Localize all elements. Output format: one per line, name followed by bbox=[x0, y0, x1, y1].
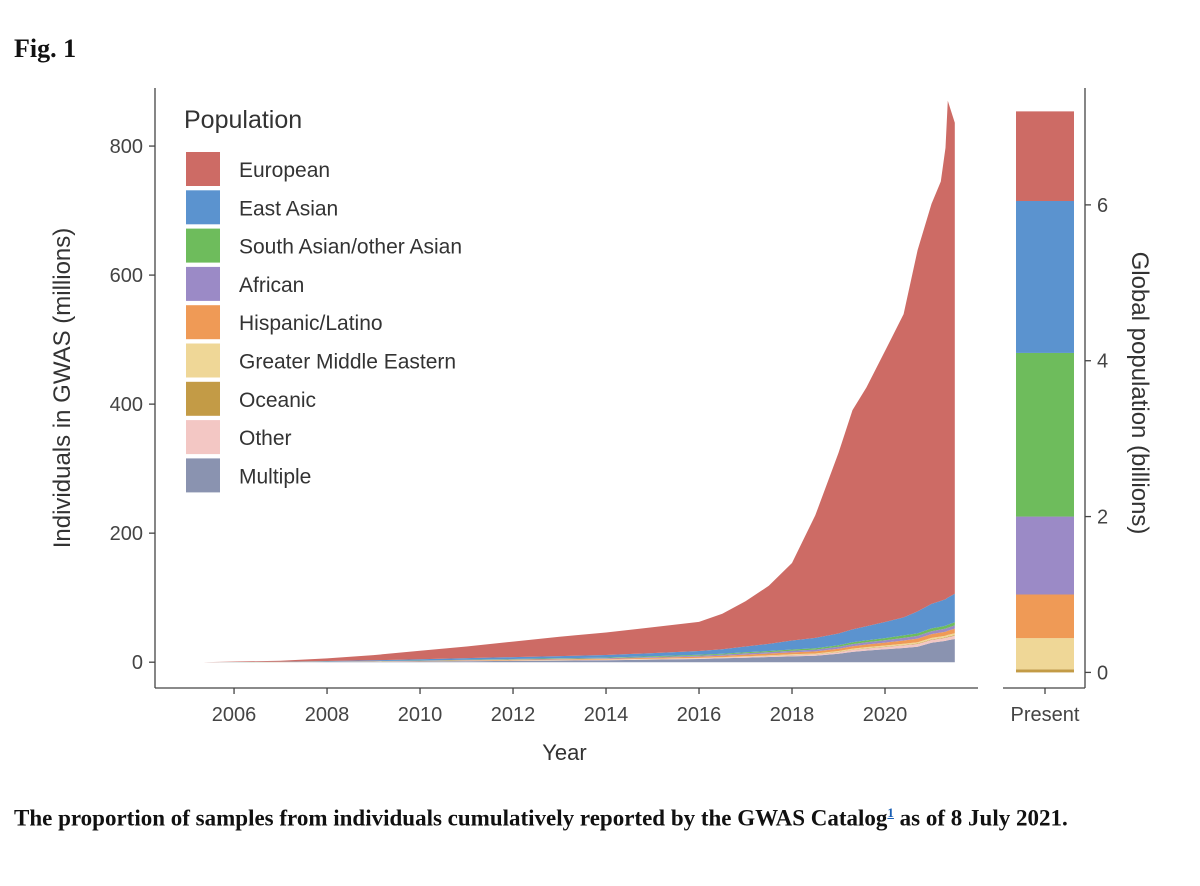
y-axis-title: Individuals in GWAS (millions) bbox=[49, 228, 76, 549]
legend-item-greater-middle-eastern: Greater Middle Eastern bbox=[186, 343, 456, 378]
figure-label: Fig. 1 bbox=[14, 34, 77, 63]
side-y-tick-label: 2 bbox=[1097, 507, 1108, 529]
figure-caption: The proportion of samples from individua… bbox=[14, 790, 1184, 842]
x-tick-label: 2014 bbox=[584, 704, 629, 726]
legend-label: African bbox=[239, 274, 304, 297]
bar-segment-south-asian-other-asian bbox=[1016, 352, 1074, 517]
side-y-tick-label: 4 bbox=[1097, 351, 1108, 373]
area-multiple bbox=[201, 639, 955, 663]
legend-swatch bbox=[186, 152, 220, 186]
bar-segment-oceanic bbox=[1016, 669, 1074, 673]
legend-label: Other bbox=[239, 427, 292, 450]
bar-segment-greater-middle-eastern bbox=[1016, 638, 1074, 670]
legend-item-hispanic-latino: Hispanic/Latino bbox=[186, 305, 383, 340]
legend-swatch bbox=[186, 458, 220, 493]
bar-segment-east-asian bbox=[1016, 200, 1074, 353]
legend-label: Greater Middle Eastern bbox=[239, 351, 456, 374]
area-south-asian-other-asian bbox=[201, 622, 955, 663]
global-population-bar-chart: 0 2 4 6 Present Global population (billions) bbox=[1003, 88, 1153, 726]
x-tick-label: 2018 bbox=[770, 704, 815, 726]
legend-label: Multiple bbox=[239, 465, 311, 488]
caption-text-end: as of 8 July 2021. bbox=[893, 805, 1068, 831]
x-tick-label: 2020 bbox=[863, 704, 908, 726]
legend-swatch bbox=[186, 381, 220, 416]
y-tick-label: 0 bbox=[132, 652, 143, 674]
x-tick-label: 2016 bbox=[677, 704, 722, 726]
x-tick-label: 2006 bbox=[212, 704, 257, 726]
legend: Population European East Asian South Asian/… bbox=[184, 106, 462, 493]
legend-swatch bbox=[186, 343, 220, 378]
legend-item-european: European bbox=[186, 152, 330, 186]
area-european bbox=[201, 100, 955, 663]
legend-label: South Asian/other Asian bbox=[239, 236, 462, 259]
y-tick-label: 400 bbox=[110, 394, 143, 416]
bar-segment-european bbox=[1016, 111, 1074, 201]
y-tick-label: 600 bbox=[110, 265, 143, 287]
legend-label: European bbox=[239, 159, 330, 182]
area-african bbox=[201, 625, 955, 663]
legend-item-south-asian-other-asian: South Asian/other Asian bbox=[186, 228, 462, 263]
legend-swatch bbox=[186, 420, 220, 455]
x-tick-label: 2012 bbox=[491, 704, 536, 726]
area-east-asian bbox=[201, 593, 955, 663]
caption-text: The proportion of samples from individua… bbox=[14, 805, 888, 831]
legend-label: East Asian bbox=[239, 197, 338, 220]
y-tick-label: 200 bbox=[110, 523, 143, 545]
bar-segment-hispanic-latino bbox=[1016, 594, 1074, 639]
legend-swatch bbox=[186, 266, 220, 301]
side-y-tick-label: 0 bbox=[1097, 662, 1108, 684]
x-axis-title: Year bbox=[542, 740, 586, 765]
x-tick-label: 2010 bbox=[398, 704, 443, 726]
y-tick-label: 800 bbox=[110, 136, 143, 158]
area-hispanic-latino bbox=[201, 628, 955, 663]
gwas-population-chart: 0 200 400 600 800 2006 2008 2010 2012 2014 2016 201… bbox=[49, 88, 1153, 765]
main-area-chart: 0 200 400 600 800 2006 2008 2010 2012 2014 2016 201… bbox=[49, 88, 978, 765]
legend-item-east-asian: East Asian bbox=[186, 190, 338, 225]
legend-label: Hispanic/Latino bbox=[239, 312, 383, 335]
area-series-group bbox=[201, 100, 955, 663]
legend-title: Population bbox=[184, 106, 302, 134]
bar-segment-african bbox=[1016, 516, 1074, 595]
legend-item-oceanic: Oceanic bbox=[186, 381, 316, 416]
side-y-axis-title: Global population (billions) bbox=[1126, 252, 1153, 535]
legend-item-african: African bbox=[186, 266, 304, 301]
legend-swatch bbox=[186, 190, 220, 225]
legend-item-other: Other bbox=[186, 420, 292, 455]
x-tick-label: 2008 bbox=[305, 704, 350, 726]
side-y-tick-label: 6 bbox=[1097, 195, 1108, 217]
legend-item-multiple: Multiple bbox=[186, 458, 311, 493]
side-x-tick-label: Present bbox=[1011, 704, 1080, 726]
legend-swatch bbox=[186, 228, 220, 263]
caption-reference-link[interactable]: 1 bbox=[887, 805, 894, 820]
legend-swatch bbox=[186, 305, 220, 340]
legend-label: Oceanic bbox=[239, 389, 316, 412]
